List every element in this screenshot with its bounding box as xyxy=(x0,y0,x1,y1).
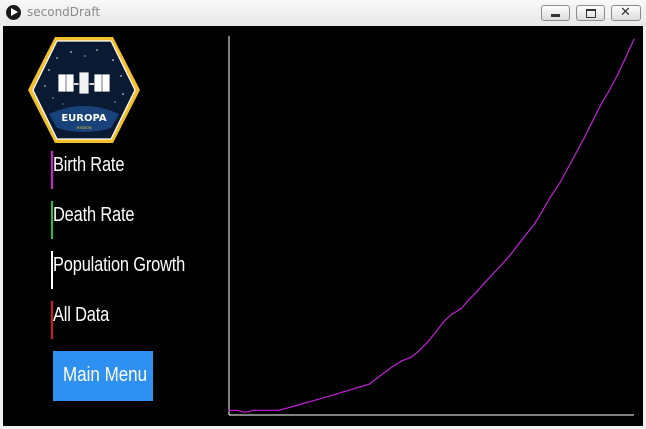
data-point xyxy=(418,349,420,352)
data-point xyxy=(228,409,230,412)
data-point xyxy=(343,391,345,393)
birth-rate-label: Birth Rate xyxy=(53,154,125,176)
data-point xyxy=(401,360,403,362)
main-menu-label: Main Menu xyxy=(63,364,148,386)
data-point xyxy=(327,395,329,397)
data-point xyxy=(583,137,585,139)
data-point xyxy=(492,272,494,274)
minimize-button[interactable] xyxy=(541,5,570,21)
title-bar[interactable]: secondDraft ✕ xyxy=(0,0,646,26)
data-point xyxy=(252,409,254,411)
maximize-button[interactable] xyxy=(576,5,605,21)
data-point xyxy=(311,400,313,402)
data-point xyxy=(393,365,395,367)
population-growth-color-swatch xyxy=(51,251,53,289)
line-chart xyxy=(228,36,635,416)
data-point xyxy=(319,398,321,400)
population-growth-label: Population Growth xyxy=(53,254,186,276)
data-point xyxy=(410,356,412,358)
minimize-icon xyxy=(551,14,560,17)
data-point xyxy=(385,370,387,372)
data-point xyxy=(509,254,512,256)
window-title: secondDraft xyxy=(27,5,101,19)
data-point xyxy=(526,233,528,235)
close-icon: ✕ xyxy=(620,5,631,20)
data-point xyxy=(500,264,502,266)
data-point xyxy=(542,209,544,211)
death-rate-label: Death Rate xyxy=(53,204,135,226)
data-point xyxy=(361,385,363,388)
data-point xyxy=(369,383,371,385)
data-point xyxy=(269,409,272,411)
data-point xyxy=(286,407,288,409)
europa-mission-logo: EUROPA MISSION xyxy=(28,37,140,143)
data-point xyxy=(591,120,594,122)
death-rate-color-swatch xyxy=(51,201,53,239)
data-point xyxy=(261,409,263,411)
data-point xyxy=(550,195,552,197)
data-point xyxy=(377,376,379,379)
logo-title: EUROPA xyxy=(61,113,107,124)
data-point xyxy=(518,243,520,245)
logo-subtitle: MISSION xyxy=(77,126,92,130)
all-data-label: All Data xyxy=(53,304,110,326)
birth-rate-color-swatch xyxy=(51,151,53,189)
sketch-canvas: EUROPA MISSION Birth Rate Death Rate Pop… xyxy=(3,26,643,426)
data-point xyxy=(468,299,470,301)
data-point xyxy=(559,181,561,184)
data-point xyxy=(625,56,627,58)
data-point xyxy=(575,152,577,154)
app-icon xyxy=(6,5,21,20)
close-button[interactable]: ✕ xyxy=(611,5,641,21)
data-point xyxy=(534,222,536,225)
data-point xyxy=(278,409,280,411)
data-point xyxy=(244,411,246,413)
all-data-color-swatch xyxy=(51,301,53,339)
data-point xyxy=(633,38,635,40)
data-point xyxy=(451,313,453,315)
data-point xyxy=(460,308,462,310)
series-line xyxy=(228,39,635,413)
data-point xyxy=(302,402,304,405)
data-point xyxy=(351,388,354,390)
data-point xyxy=(476,290,478,292)
data-point xyxy=(608,90,610,93)
data-point xyxy=(426,341,428,343)
data-point xyxy=(484,281,486,283)
data-point xyxy=(600,104,602,106)
maximize-icon xyxy=(586,9,596,18)
data-point xyxy=(567,166,569,169)
data-point xyxy=(335,393,337,395)
main-menu-button[interactable]: Main Menu xyxy=(53,351,153,401)
data-point xyxy=(236,409,238,411)
data-point xyxy=(435,331,437,333)
data-point xyxy=(617,73,619,76)
data-point xyxy=(443,321,445,323)
data-point xyxy=(294,405,296,407)
